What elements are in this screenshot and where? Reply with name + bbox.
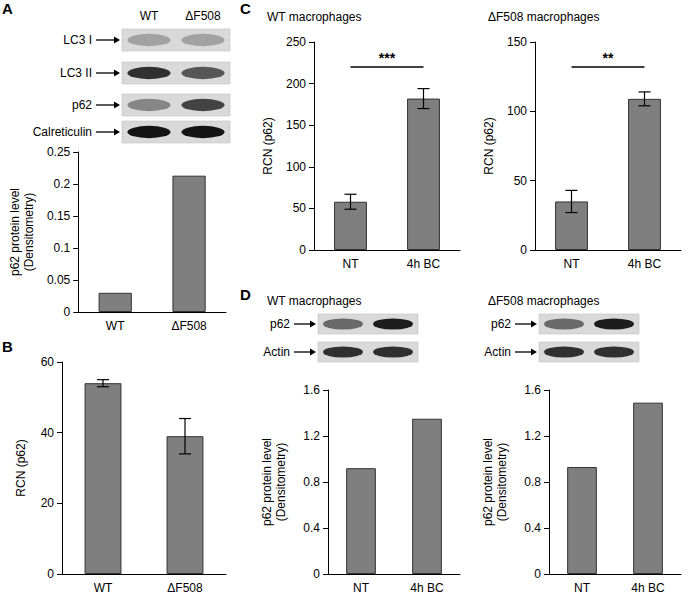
svg-text:0: 0 xyxy=(313,567,320,581)
html-text:D: D xyxy=(240,286,251,303)
html-text:A: A xyxy=(2,0,13,17)
svg-text:0: 0 xyxy=(47,567,54,581)
svg-text:ΔF508 macrophages: ΔF508 macrophages xyxy=(488,294,599,308)
svg-text:WT macrophages: WT macrophages xyxy=(267,10,361,24)
svg-text:150: 150 xyxy=(286,118,306,132)
svg-text:LC3 II: LC3 II xyxy=(60,66,92,80)
svg-text:NT: NT xyxy=(564,257,581,271)
svg-text:0.1: 0.1 xyxy=(54,241,71,255)
svg-text:4h BC: 4h BC xyxy=(410,581,444,595)
svg-text:150: 150 xyxy=(507,35,527,49)
svg-text:0.15: 0.15 xyxy=(47,209,71,223)
svg-text:RCN (p62): RCN (p62) xyxy=(14,439,28,496)
svg-text:0: 0 xyxy=(520,243,527,257)
svg-text:ΔF508: ΔF508 xyxy=(185,9,221,23)
svg-text:p62: p62 xyxy=(491,317,511,331)
svg-text:WT macrophages: WT macrophages xyxy=(267,294,361,308)
svg-text:**: ** xyxy=(603,50,614,66)
svg-text:(Densitometry): (Densitometry) xyxy=(274,443,288,522)
svg-text:0.05: 0.05 xyxy=(47,273,71,287)
svg-text:50: 50 xyxy=(293,201,307,215)
svg-text:1.2: 1.2 xyxy=(303,429,320,443)
svg-text:RCN (p62): RCN (p62) xyxy=(261,117,275,174)
svg-text:0: 0 xyxy=(64,305,71,319)
svg-text:p62: p62 xyxy=(270,317,290,331)
svg-text:ΔF508: ΔF508 xyxy=(167,581,203,595)
svg-text:NT: NT xyxy=(353,581,370,595)
svg-text:4h BC: 4h BC xyxy=(628,257,662,271)
svg-text:(Densitometry): (Densitometry) xyxy=(495,443,509,522)
svg-text:WT: WT xyxy=(94,581,113,595)
html-text:B: B xyxy=(2,338,13,355)
svg-text:0.8: 0.8 xyxy=(524,475,541,489)
svg-text:4h BC: 4h BC xyxy=(407,257,441,271)
svg-text:0.25: 0.25 xyxy=(47,145,71,159)
svg-text:0: 0 xyxy=(534,567,541,581)
svg-text:0.4: 0.4 xyxy=(303,521,320,535)
svg-text:(Densitometry): (Densitometry) xyxy=(22,193,36,272)
svg-text:200: 200 xyxy=(286,77,306,91)
svg-text:0.8: 0.8 xyxy=(303,475,320,489)
svg-text:1.6: 1.6 xyxy=(524,383,541,397)
svg-text:p62 protein level: p62 protein level xyxy=(8,188,22,276)
svg-text:4h BC: 4h BC xyxy=(631,581,665,595)
svg-text:***: *** xyxy=(379,50,396,66)
html-text:C: C xyxy=(240,0,251,17)
svg-text:LC3 I: LC3 I xyxy=(63,33,92,47)
svg-text:20: 20 xyxy=(41,496,55,510)
svg-text:NT: NT xyxy=(574,581,591,595)
svg-text:1.6: 1.6 xyxy=(303,383,320,397)
svg-text:100: 100 xyxy=(507,104,527,118)
svg-text:0.2: 0.2 xyxy=(54,177,71,191)
svg-text:RCN (p62): RCN (p62) xyxy=(482,117,496,174)
svg-text:Actin: Actin xyxy=(484,345,511,359)
svg-text:100: 100 xyxy=(286,160,306,174)
svg-text:ΔF508: ΔF508 xyxy=(171,319,207,333)
svg-text:0: 0 xyxy=(299,243,306,257)
svg-text:ΔF508 macrophages: ΔF508 macrophages xyxy=(488,10,599,24)
svg-text:WT: WT xyxy=(106,319,125,333)
svg-text:1.2: 1.2 xyxy=(524,429,541,443)
svg-text:WT: WT xyxy=(140,9,159,23)
svg-text:250: 250 xyxy=(286,35,306,49)
svg-text:50: 50 xyxy=(514,174,528,188)
svg-text:Calreticulin: Calreticulin xyxy=(33,125,92,139)
svg-text:Actin: Actin xyxy=(263,345,290,359)
svg-text:0.4: 0.4 xyxy=(524,521,541,535)
svg-text:p62 protein level: p62 protein level xyxy=(481,438,495,526)
svg-text:60: 60 xyxy=(41,355,55,369)
svg-text:40: 40 xyxy=(41,426,55,440)
svg-text:p62: p62 xyxy=(72,98,92,112)
svg-text:NT: NT xyxy=(343,257,360,271)
svg-text:p62 protein level: p62 protein level xyxy=(260,438,274,526)
